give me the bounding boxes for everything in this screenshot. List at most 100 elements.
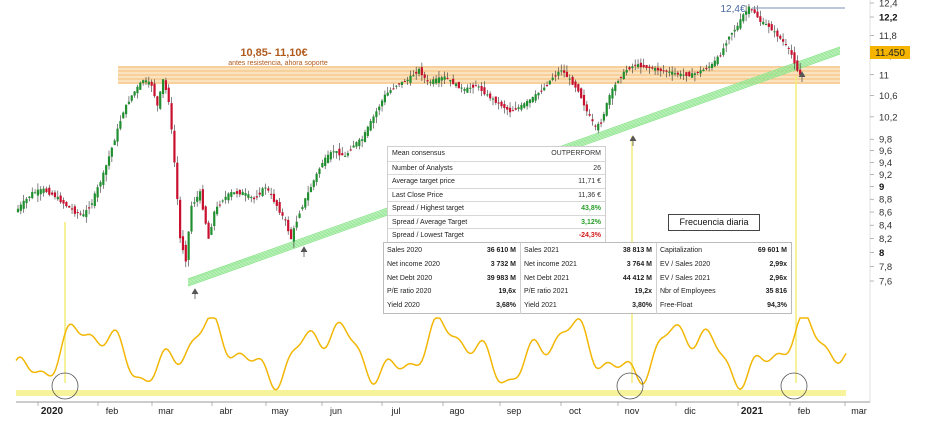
fundamentals-value: 44 412 M xyxy=(622,274,652,282)
candle-body xyxy=(693,73,697,75)
candle-body xyxy=(193,202,196,204)
candle-body xyxy=(230,191,233,197)
candle-body xyxy=(275,200,278,206)
candle-body xyxy=(793,52,796,64)
candle-body xyxy=(491,98,495,100)
candle-body xyxy=(19,204,22,211)
candle-body xyxy=(776,30,779,37)
fundamentals-cell: Capitalization 69 601 M xyxy=(656,243,791,259)
x-tick-label: abr xyxy=(219,406,232,416)
consensus-value: -24,3% xyxy=(578,232,601,239)
candle-body xyxy=(198,191,202,201)
candle-body xyxy=(486,94,489,96)
x-tick-label: jul xyxy=(390,406,400,416)
candle-body xyxy=(594,125,597,127)
oscillator-baseline-band xyxy=(16,390,846,396)
fundamentals-cell: EV / Sales 2021 2,96x xyxy=(656,270,791,287)
candle-body xyxy=(318,168,321,174)
resistance-zone-subtitle: antes resistencia, ahora soporte xyxy=(228,60,328,67)
candle-body xyxy=(437,77,441,83)
candle-body xyxy=(235,191,239,194)
candle-body xyxy=(99,182,102,187)
candle-body xyxy=(526,100,529,107)
candle-body xyxy=(423,74,426,78)
candle-body xyxy=(233,192,236,195)
candle-body xyxy=(602,114,606,121)
candle-body xyxy=(420,67,423,76)
x-tick-label: dic xyxy=(684,406,696,416)
candle-body xyxy=(326,154,330,164)
candle-body xyxy=(210,227,213,235)
candle-body xyxy=(767,23,770,27)
fundamentals-label: EV / Sales 2021 xyxy=(660,274,711,282)
candle-body xyxy=(432,79,435,85)
candle-body xyxy=(363,132,367,142)
x-tick-label: mar xyxy=(158,406,174,416)
candle-body xyxy=(671,71,674,75)
y-tick-label: 9 xyxy=(879,182,884,193)
candle-body xyxy=(201,189,204,210)
candle-body xyxy=(582,94,586,106)
candle-body xyxy=(781,39,785,42)
candle-body xyxy=(107,156,111,166)
candle-body xyxy=(545,85,549,87)
fundamentals-label: P/E ratio 2021 xyxy=(524,288,569,296)
candle-body xyxy=(799,69,802,75)
candle-body xyxy=(710,63,714,68)
candle-body xyxy=(673,73,677,75)
consensus-panel: Mean consensus OUTPERFORM Number of Analys… xyxy=(387,146,606,244)
candle-body xyxy=(756,11,759,18)
candle-body xyxy=(187,231,190,260)
candle-body xyxy=(443,76,446,80)
candle-body xyxy=(161,79,165,95)
candle-body xyxy=(361,139,364,141)
y-tick-label: 11 xyxy=(879,70,889,81)
candle-body xyxy=(298,213,301,218)
candle-body xyxy=(48,187,51,195)
candle-body xyxy=(366,126,369,136)
candle-body xyxy=(560,70,563,72)
candle-body xyxy=(796,60,799,71)
candle-body xyxy=(289,229,293,240)
x-tick-label: sep xyxy=(507,406,522,416)
candle-body xyxy=(343,155,347,157)
consensus-value: 26 xyxy=(593,164,601,172)
fundamentals-label: Net income 2021 xyxy=(524,260,577,268)
candle-body xyxy=(648,66,651,69)
candle-body xyxy=(190,205,193,232)
candle-body xyxy=(392,88,395,90)
fundamentals-cell: Net Debt 2021 44 412 M xyxy=(520,270,656,287)
candle-body xyxy=(787,47,790,49)
frequency-label: Frecuencia diaria xyxy=(668,214,760,231)
candle-body xyxy=(554,75,557,77)
candlestick-series xyxy=(16,3,802,268)
candle-body xyxy=(332,151,335,153)
candle-body xyxy=(33,192,37,194)
consensus-label: Spread / Average Target xyxy=(392,218,468,226)
candle-body xyxy=(252,197,256,200)
candle-body xyxy=(386,92,389,96)
candle-body xyxy=(224,196,227,200)
candle-body xyxy=(375,111,378,118)
candle-body xyxy=(412,75,415,77)
candle-body xyxy=(247,194,250,199)
consensus-value: 43,8% xyxy=(581,205,601,212)
consensus-value: 11,71 € xyxy=(578,178,601,185)
candle-body xyxy=(196,196,199,202)
candle-body xyxy=(272,193,276,202)
candle-body xyxy=(528,99,532,104)
candle-body xyxy=(452,78,455,85)
consensus-value: 11,36 € xyxy=(578,191,601,199)
candle-body xyxy=(238,189,241,195)
fundamentals-label: Net Debt 2020 xyxy=(387,274,433,282)
candle-body xyxy=(144,80,148,83)
y-tick-label: 10,2 xyxy=(879,112,898,123)
candle-body xyxy=(440,77,443,81)
fundamentals-value: 39 983 M xyxy=(486,274,516,282)
last-price-label: 11.450 xyxy=(875,48,905,59)
fundamentals-value: 36 610 M xyxy=(486,247,516,254)
candle-body xyxy=(548,80,551,85)
candle-body xyxy=(699,70,702,74)
candle-body xyxy=(59,195,62,203)
candle-body xyxy=(417,68,421,74)
